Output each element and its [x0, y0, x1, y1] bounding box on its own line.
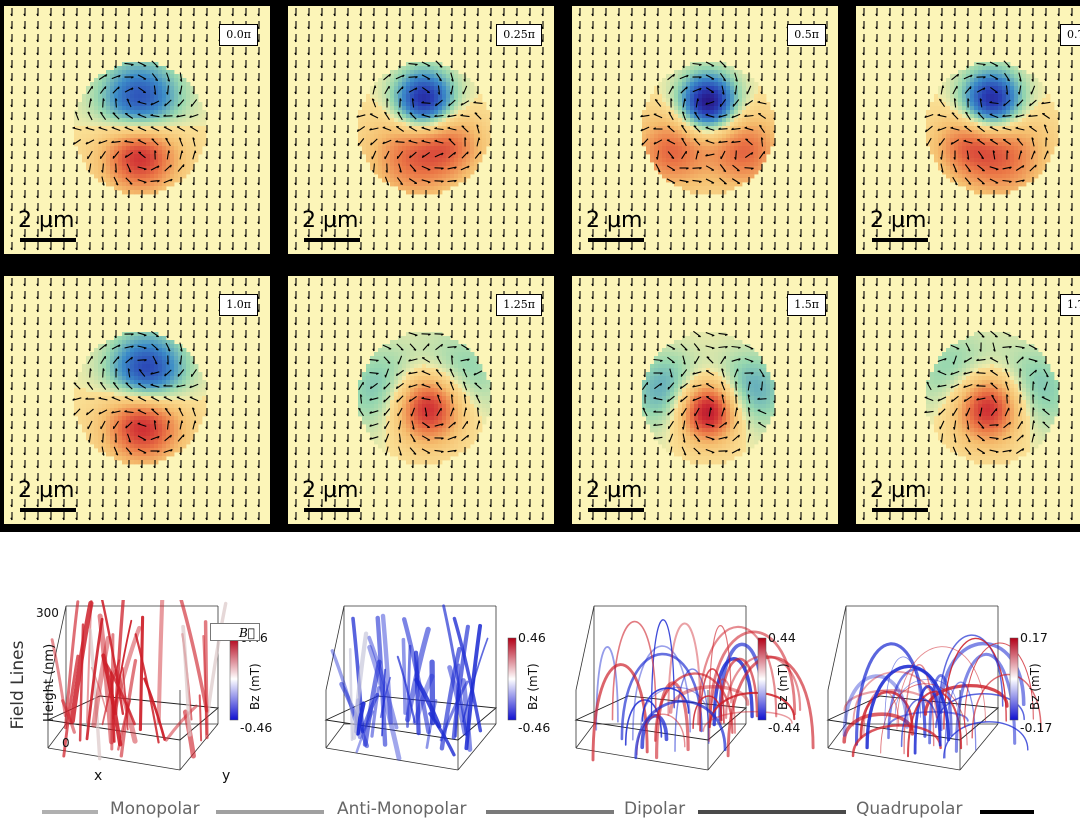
legend-dipolar: Dipolar — [624, 799, 686, 819]
texture-field — [294, 278, 544, 521]
scale-bar-label: 2 µm — [18, 208, 75, 233]
texture-field — [10, 278, 260, 521]
legend-line-3 — [486, 810, 614, 814]
colorbar-max: 0.44 — [768, 630, 796, 645]
legend-line-5 — [980, 810, 1034, 814]
simulation-panel: 1.25π 2 µm — [288, 276, 554, 524]
inset-field-legend: B⃗ — [210, 623, 260, 641]
simulation-panel: 1.75π 2 µm — [856, 276, 1080, 524]
scale-bar — [588, 508, 644, 512]
field-lines — [330, 604, 489, 761]
spin-arrows — [862, 8, 1073, 251]
legend-anti-monopolar: Anti-Monopolar — [337, 799, 467, 819]
colorbar-title: Bz (mT) — [248, 663, 262, 710]
plot-box — [826, 605, 1000, 771]
scale-bar-label: 2 µm — [586, 208, 643, 233]
scale-bar-label: 2 µm — [870, 208, 927, 233]
field-lines-label: Field Lines — [4, 620, 32, 750]
texture-field — [862, 8, 1073, 251]
phase-label: 1.75π — [1060, 294, 1080, 316]
spin-arrows — [10, 8, 260, 251]
legend-line-4 — [698, 810, 846, 814]
colorbar — [229, 637, 239, 721]
colorbar-max: 0.17 — [1020, 630, 1048, 645]
bz-heatmap — [74, 332, 207, 465]
colorbar-title: Bz (mT) — [776, 663, 790, 710]
colorbar-min: -0.46 — [240, 720, 273, 735]
phase-label: 1.0π — [219, 294, 258, 316]
spin-arrows — [578, 8, 828, 251]
z-axis-max: 300 — [36, 606, 59, 620]
colorbar-title: Bz (mT) — [526, 663, 540, 710]
legend-quadrupolar: Quadrupolar — [856, 799, 963, 819]
texture-field — [578, 8, 828, 251]
field-lines — [842, 634, 1042, 759]
legend-monopolar: Monopolar — [110, 799, 200, 819]
spin-arrows — [862, 278, 1073, 521]
scale-bar-label: 2 µm — [302, 478, 359, 503]
scale-bar — [20, 238, 76, 242]
texture-field — [294, 8, 544, 251]
legend-line-1 — [42, 810, 98, 814]
simulation-panel: 0.75π 2 µm — [856, 6, 1080, 254]
phase-label: 1.5π — [787, 294, 826, 316]
scale-bar — [304, 238, 360, 242]
plot-box — [574, 605, 748, 771]
simulation-panel: 0.5π 2 µm — [572, 6, 838, 254]
spin-arrows — [578, 278, 828, 521]
field-line-plot-anti-monopolar — [324, 604, 517, 771]
phase-label: 1.25π — [496, 294, 542, 316]
field-lines-text: Field Lines — [8, 640, 28, 730]
scale-bar — [872, 508, 928, 512]
texture-field — [578, 278, 828, 521]
scale-bar — [20, 508, 76, 512]
spin-arrows — [294, 8, 544, 251]
colorbar — [507, 637, 517, 721]
colorbar-min: -0.17 — [1020, 720, 1053, 735]
field-line-plot-monopolar — [46, 600, 239, 771]
scale-bar — [588, 238, 644, 242]
phase-label: 0.0π — [219, 24, 258, 46]
scale-bar — [304, 508, 360, 512]
field-lines — [50, 600, 228, 761]
field-line-plot-quadrupolar — [826, 605, 1042, 771]
phase-label: 0.5π — [787, 24, 826, 46]
bz-heatmap — [358, 332, 491, 465]
spin-arrows — [10, 278, 260, 521]
scale-bar-label: 2 µm — [18, 478, 75, 503]
scale-bar-label: 2 µm — [870, 478, 927, 503]
scale-bar-label: 2 µm — [302, 208, 359, 233]
z-axis-label: Height (nm) — [42, 643, 57, 722]
simulation-panel: 1.5π 2 µm — [572, 276, 838, 524]
simulation-panel: 0.25π 2 µm — [288, 6, 554, 254]
simulation-panel: 0.0π 2 µm — [4, 6, 270, 254]
scale-bar — [872, 238, 928, 242]
phase-label: 0.75π — [1060, 24, 1080, 46]
field-lines — [591, 619, 815, 762]
y-axis-letter: y — [222, 768, 231, 784]
simulation-panel: 1.0π 2 µm — [4, 276, 270, 524]
colorbar-max: 0.46 — [518, 630, 546, 645]
texture-field — [862, 278, 1073, 521]
colorbar-min: -0.46 — [518, 720, 551, 735]
bz-heatmap — [926, 332, 1059, 465]
scale-bar-label: 2 µm — [586, 478, 643, 503]
phase-label: 0.25π — [496, 24, 542, 46]
colorbar-min: -0.44 — [768, 720, 801, 735]
x-axis-letter: x — [94, 768, 103, 784]
colorbar — [757, 637, 767, 721]
spin-arrows — [294, 278, 544, 521]
legend-row: Monopolar Anti-Monopolar Dipolar Quadrup… — [0, 796, 1080, 826]
colorbar-title: Bz (mT) — [1028, 663, 1042, 710]
z-axis-min: 0 — [62, 736, 70, 750]
texture-field — [10, 8, 260, 251]
legend-line-2 — [216, 810, 324, 814]
field-line-plot-dipolar — [574, 605, 815, 771]
colorbar — [1009, 637, 1019, 721]
